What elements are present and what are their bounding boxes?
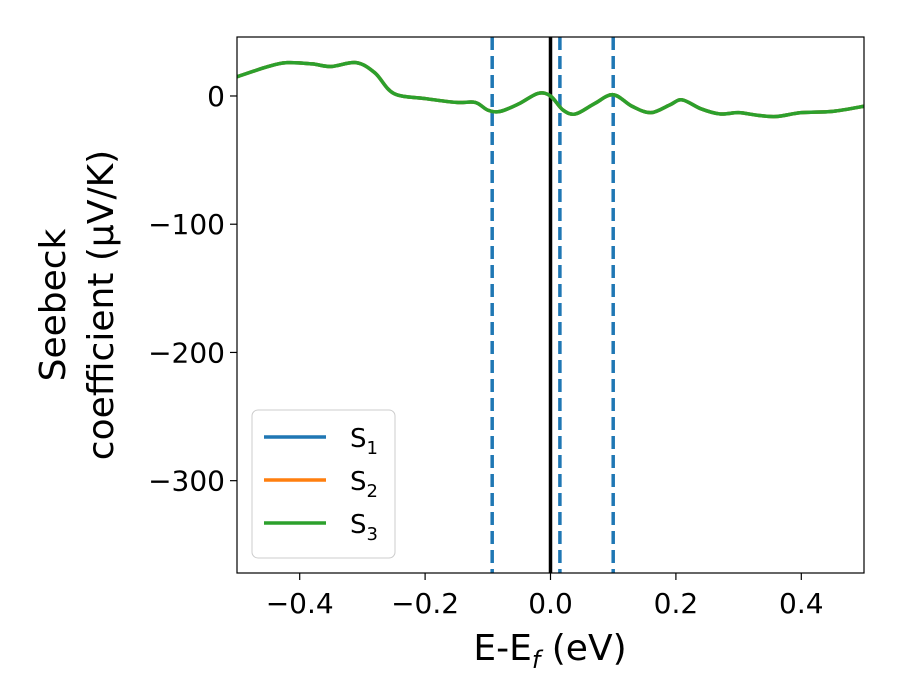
y-tick-label: −300 xyxy=(148,465,225,498)
y-tick-label: 0 xyxy=(207,80,225,113)
legend-label-1: S1 xyxy=(350,424,378,459)
x-tick-label: 0.4 xyxy=(779,587,824,620)
y-axis-label: Seebeck coefficient (μV/K) xyxy=(33,150,122,460)
y-tick-label: −200 xyxy=(148,336,225,369)
series-line-3 xyxy=(236,60,865,119)
x-tick-label: −0.4 xyxy=(266,587,334,620)
x-tick-label: −0.2 xyxy=(391,587,459,620)
y-axis-ticks: 0 −100 −200 −300 xyxy=(148,80,237,498)
legend-label-3: S3 xyxy=(350,510,378,545)
y-axis-label-line1: Seebeck xyxy=(33,228,74,381)
y-axis-label-line2: coefficient (μV/K) xyxy=(81,150,122,460)
vertical-reference-lines xyxy=(490,37,615,573)
y-tick-label: −100 xyxy=(148,208,225,241)
legend: S1 S2 S3 xyxy=(251,409,396,559)
x-axis-ticks: −0.4 −0.2 0.0 0.2 0.4 xyxy=(266,573,824,620)
series-lines xyxy=(236,60,865,119)
legend-box xyxy=(251,409,396,559)
x-tick-label: 0.2 xyxy=(654,587,699,620)
legend-label-2: S2 xyxy=(350,467,378,502)
plot-area xyxy=(236,36,865,574)
x-tick-label: 0.0 xyxy=(528,587,573,620)
x-axis-label: E-Ef (eV) xyxy=(473,628,626,674)
